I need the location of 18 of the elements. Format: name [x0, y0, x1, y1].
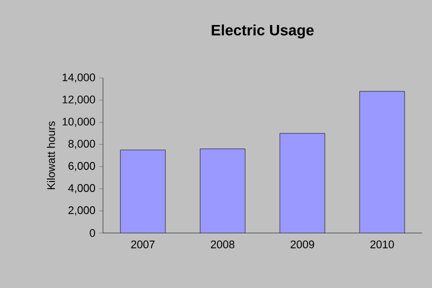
y-tick-label: 10,000 [62, 118, 96, 127]
y-tick-label: 2,000 [68, 206, 96, 216]
bar [200, 148, 246, 233]
bar [359, 91, 405, 233]
bar [120, 150, 166, 233]
x-tick-label: 2010 [370, 240, 394, 248]
y-tick-label: 6,000 [68, 162, 96, 172]
x-tick-label: 2007 [131, 240, 155, 248]
y-axis-title: Kilowatt hours [46, 121, 55, 190]
y-tick-label: 8,000 [68, 140, 96, 149]
y-tick-label: 12,000 [62, 96, 96, 105]
y-tick-label: 4,000 [68, 184, 96, 194]
y-tick-label: 14,000 [62, 73, 96, 83]
y-tick-label: 0 [90, 229, 96, 237]
x-tick-label: 2009 [290, 240, 314, 248]
bar [280, 133, 325, 233]
chart-title: Electric Usage [212, 24, 314, 38]
x-tick-label: 2008 [210, 240, 234, 248]
